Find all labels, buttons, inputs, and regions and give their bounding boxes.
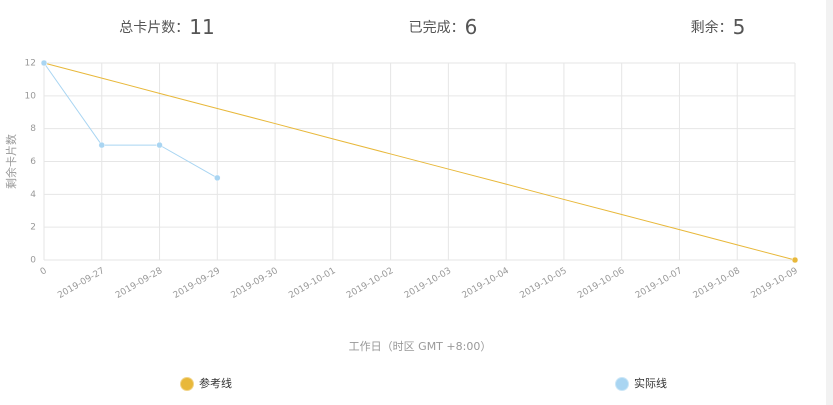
- x-tick-label: 2019-09-27: [56, 266, 106, 301]
- x-tick-label: 2019-10-02: [345, 266, 395, 301]
- x-tick-label: 2019-10-06: [576, 266, 627, 301]
- x-tick-label: 2019-09-30: [230, 266, 281, 301]
- legend-label[interactable]: 参考线: [199, 376, 232, 390]
- x-tick-label: 2019-09-28: [114, 266, 165, 301]
- data-point: [791, 256, 799, 264]
- x-tick-label: 2019-10-04: [461, 266, 512, 301]
- stat-label: 已完成：: [409, 20, 465, 36]
- y-tick-label: 8: [30, 124, 36, 134]
- x-tick-label: 2019-10-01: [287, 266, 337, 301]
- data-point: [98, 141, 106, 149]
- x-tick-label: 2019-10-03: [403, 266, 453, 301]
- x-tick-label: 2019-09-29: [172, 266, 223, 301]
- y-tick-label: 6: [30, 157, 36, 167]
- x-tick-label: 2019-10-07: [634, 266, 684, 301]
- y-tick-label: 0: [30, 256, 36, 266]
- scrollbar-track: [826, 0, 833, 405]
- stat: 已完成：6: [409, 15, 478, 39]
- stat: 总卡片数：11: [119, 15, 214, 39]
- y-tick-label: 4: [30, 190, 36, 200]
- x-tick-label: 2019-10-08: [692, 266, 743, 301]
- stat-value: 5: [733, 15, 746, 39]
- stat-value: 11: [189, 15, 214, 39]
- x-axis-label: 工作日（时区 GMT +8:00）: [349, 340, 492, 353]
- legend-swatch: [180, 377, 194, 391]
- legend-swatch: [615, 377, 629, 391]
- y-tick-label: 2: [30, 223, 36, 233]
- series-line: [43, 62, 796, 261]
- data-point: [40, 59, 48, 67]
- stat-value: 6: [465, 15, 478, 39]
- x-tick-label: 0: [39, 266, 49, 278]
- stat: 剩余：5: [691, 15, 746, 39]
- stat-label: 总卡片数：: [119, 20, 189, 36]
- y-tick-label: 10: [25, 91, 37, 101]
- data-point: [156, 141, 163, 149]
- legend-label[interactable]: 实际线: [634, 376, 667, 390]
- stat-label: 剩余：: [691, 19, 733, 36]
- series-line: [43, 62, 218, 179]
- x-tick-label: 2019-10-05: [518, 266, 568, 301]
- data-point: [214, 174, 221, 182]
- x-tick-label: 2019-10-09: [749, 266, 800, 301]
- y-tick-label: 12: [25, 59, 36, 69]
- y-axis-label: 剩余卡片数: [4, 134, 18, 189]
